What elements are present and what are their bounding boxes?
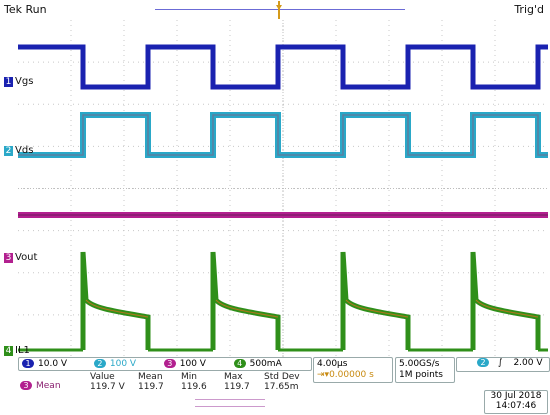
header-value: Value (90, 372, 115, 382)
header-max: Max (224, 372, 243, 382)
meas-label: Mean (36, 381, 61, 391)
ch4-pulse-core (85, 299, 149, 318)
header-mean: Mean (138, 372, 163, 382)
run-status: Tek Run (4, 3, 47, 16)
ch2-name: Vds (15, 145, 34, 156)
ch2-marker: 2 (4, 146, 13, 156)
ch1-marker: 1 (4, 77, 13, 87)
timebase: 4.00µs (317, 359, 348, 369)
ch1-scale: 10.0 V (38, 359, 68, 369)
ch1-waveform (18, 44, 548, 90)
value-min: 119.6 (181, 382, 207, 392)
ch1-name: Vgs (15, 76, 34, 87)
status-bar: Tek Run Trig'd (0, 0, 550, 19)
value-stddev: 17.65m (264, 382, 299, 392)
ch2-label[interactable]: 2 Vds (4, 145, 33, 156)
value-value: 119.7 V (90, 382, 125, 392)
trigger-position-icon[interactable] (276, 1, 282, 19)
header-min: Min (181, 372, 197, 382)
ch3-marker: 3 (4, 253, 13, 263)
record-length: 1M points (399, 370, 443, 380)
value-max: 119.7 (224, 382, 250, 392)
date: 30 Jul 2018 (490, 391, 542, 401)
waveforms (18, 44, 548, 352)
horizontal-settings[interactable]: 4.00µs ⇥▾0.00000 s (313, 357, 393, 383)
trigger-settings[interactable]: 2 ∫ 2.00 V (456, 357, 550, 372)
header-stddev: Std Dev (264, 372, 300, 382)
graticule (18, 20, 548, 357)
trigger-level: 2.00 V (513, 358, 543, 368)
ch2-scale: 100 V (109, 359, 137, 369)
offset-icon: ⇥▾ (317, 370, 330, 380)
trigger-state: Trig'd (514, 3, 544, 16)
ch4-pulse-core (475, 299, 539, 318)
ch4-marker: 4 (4, 346, 13, 356)
ch4-scale: 500mA (249, 359, 282, 369)
ch4-pulse-core (215, 299, 279, 318)
ch4-name: IL1 (15, 345, 30, 356)
meas-channel-badge: 3 (20, 381, 32, 390)
acquisition-settings[interactable]: 5.00GS/s 1M points (395, 357, 455, 383)
ch4-pulse-core (345, 299, 409, 318)
trigger-offset-value: 0.00000 s (329, 370, 374, 380)
ch1-label[interactable]: 1 Vgs (4, 76, 33, 87)
ch3-badge: 3 (163, 359, 176, 368)
ch4-badge: 4 (233, 359, 246, 368)
measurement-table[interactable]: Value Mean Min Max Std Dev 3 Mean 119.7 V… (18, 372, 310, 394)
ch3-label[interactable]: 3 Vout (4, 252, 37, 263)
ch3-name: Vout (15, 252, 38, 263)
sample-rate: 5.00GS/s (399, 359, 440, 369)
trigger-slope-icon: ∫ (497, 358, 503, 368)
ch4-waveform (18, 251, 548, 352)
value-mean: 119.7 (138, 382, 164, 392)
trigger-offset: ⇥▾0.00000 s (314, 370, 392, 380)
ch3-scale: 100 V (179, 359, 206, 369)
ch1-badge: 1 (22, 359, 34, 368)
channel-scale-bar[interactable]: 1 10.0 V 2 100 V 3 100 V 4 500mA (18, 357, 312, 371)
waveform-display[interactable] (18, 20, 548, 357)
time: 14:07:46 (495, 401, 537, 411)
date-time: 30 Jul 2018 14:07:46 (484, 390, 548, 414)
ch2-badge: 2 (93, 359, 106, 368)
scroll-indicator (195, 399, 265, 407)
trigger-source-badge: 2 (477, 358, 489, 367)
ch4-label[interactable]: 4 IL1 (4, 345, 30, 356)
ch2-waveform-core (18, 114, 548, 156)
